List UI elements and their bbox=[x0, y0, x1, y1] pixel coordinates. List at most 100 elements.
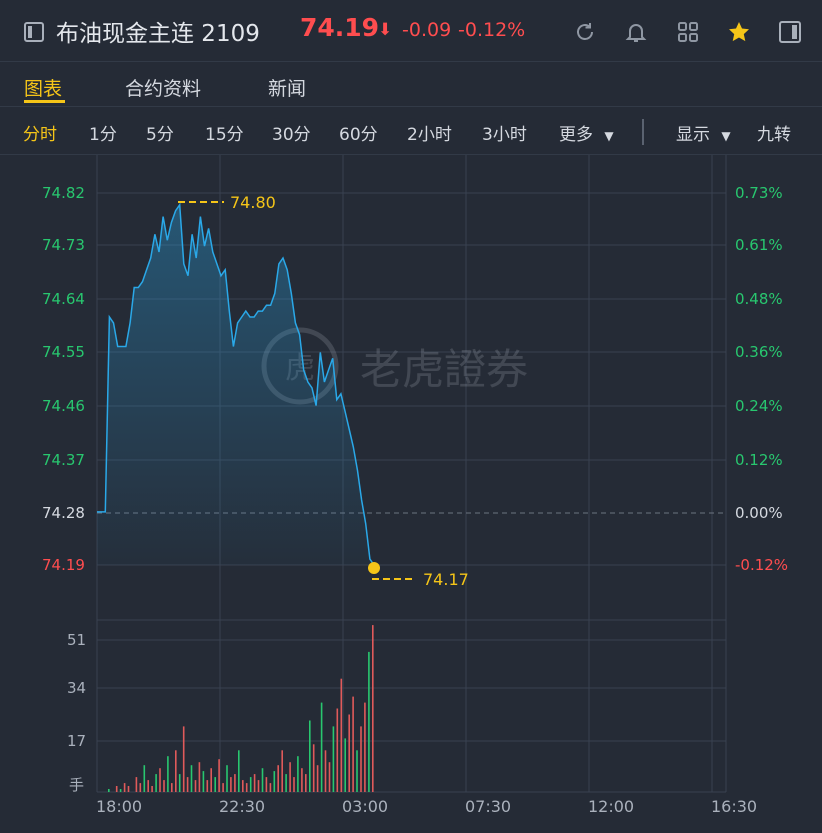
volume-bar bbox=[214, 777, 216, 792]
sidebar-toggle-icon[interactable] bbox=[778, 20, 802, 44]
pct-tick: 0.48% bbox=[735, 290, 783, 308]
volume-bar bbox=[297, 756, 299, 792]
volume-bar bbox=[155, 774, 157, 792]
volume-bar bbox=[198, 762, 201, 792]
bell-icon[interactable] bbox=[624, 20, 648, 44]
price-tick: 74.73 bbox=[42, 236, 85, 254]
volume-bar bbox=[360, 726, 362, 792]
pct-tick: 0.12% bbox=[735, 451, 783, 469]
price-tick: 74.64 bbox=[42, 290, 85, 308]
more-label: 更多 bbox=[559, 125, 593, 145]
volume-tick: 17 bbox=[67, 732, 87, 750]
volume-bar bbox=[186, 777, 189, 792]
volume-bar bbox=[320, 702, 323, 792]
time-tick: 03:00 bbox=[342, 797, 389, 816]
volume-bar bbox=[293, 777, 295, 792]
more-periods-dropdown[interactable]: 更多 ▼ bbox=[559, 120, 614, 145]
volume-bar bbox=[273, 771, 276, 792]
volume-bars bbox=[108, 625, 374, 792]
volume-bar bbox=[348, 714, 350, 792]
volume-bar bbox=[123, 783, 126, 792]
active-tab-indicator bbox=[24, 100, 65, 103]
star-icon[interactable] bbox=[727, 20, 751, 44]
volume-bar bbox=[238, 750, 240, 792]
volume-bar bbox=[332, 726, 335, 792]
volume-bar bbox=[175, 750, 177, 792]
high-price-label: 74.80 bbox=[230, 193, 276, 212]
volume-bar bbox=[269, 783, 272, 792]
down-arrow-icon: ⬇ bbox=[378, 20, 393, 40]
volume-bar bbox=[309, 720, 311, 792]
volume-bar bbox=[245, 783, 248, 792]
period-timeshare[interactable]: 分时 bbox=[23, 125, 57, 145]
pct-tick: 0.73% bbox=[735, 184, 783, 202]
price-tick: 74.19 bbox=[42, 556, 85, 574]
volume-bar bbox=[210, 768, 212, 792]
volume-bar bbox=[182, 726, 185, 792]
tab-news[interactable]: 新闻 bbox=[268, 78, 307, 100]
display-label: 显示 bbox=[676, 125, 710, 145]
period-2h[interactable]: 2小时 bbox=[407, 125, 452, 145]
volume-bar bbox=[171, 783, 173, 792]
chevron-down-icon: ▼ bbox=[604, 129, 614, 143]
volume-bar bbox=[202, 771, 205, 792]
time-tick: 18:00 bbox=[96, 797, 143, 816]
period-1m[interactable]: 1分 bbox=[89, 125, 117, 145]
volume-bar bbox=[218, 759, 220, 792]
volume-tick: 51 bbox=[67, 631, 87, 649]
pct-tick: 0.36% bbox=[735, 343, 783, 361]
volume-bar bbox=[151, 786, 153, 792]
last-price: 74.19 bbox=[300, 13, 380, 42]
time-tick: 12:00 bbox=[588, 797, 635, 816]
volume-bar bbox=[352, 696, 354, 792]
volume-bar bbox=[328, 762, 331, 792]
volume-bar bbox=[190, 765, 193, 792]
volume-bar bbox=[364, 702, 366, 792]
volume-bar bbox=[222, 783, 224, 792]
volume-bar bbox=[340, 678, 343, 792]
volume-bar bbox=[115, 786, 118, 792]
period-5m[interactable]: 5分 bbox=[146, 125, 174, 145]
price-change: -0.09 bbox=[402, 19, 452, 41]
volume-bar bbox=[139, 783, 142, 792]
svg-text:老虎證券: 老虎證券 bbox=[360, 345, 528, 394]
display-dropdown[interactable]: 显示 ▼ bbox=[676, 120, 731, 145]
volume-bar bbox=[234, 774, 236, 792]
price-tick: 74.37 bbox=[42, 451, 85, 469]
volume-bar bbox=[305, 774, 307, 792]
time-tick: 22:30 bbox=[219, 797, 266, 816]
toolbar-divider bbox=[0, 154, 822, 155]
pct-tick: 0.61% bbox=[735, 236, 783, 254]
volume-bar bbox=[135, 777, 138, 792]
price-change-percent: -0.12% bbox=[458, 19, 526, 41]
tab-contract-info[interactable]: 合约资料 bbox=[125, 78, 202, 100]
volume-bar bbox=[147, 780, 149, 792]
chevron-down-icon: ▼ bbox=[721, 129, 731, 143]
price-line bbox=[97, 202, 375, 566]
nine-turn-button[interactable]: 九转 bbox=[757, 125, 791, 145]
volume-bar bbox=[301, 768, 303, 792]
window-toggle-icon[interactable] bbox=[24, 22, 44, 42]
volume-bar bbox=[119, 789, 122, 792]
volume-bar bbox=[257, 780, 260, 792]
volume-bar bbox=[242, 780, 244, 792]
price-tick: 74.28 bbox=[42, 504, 85, 522]
volume-unit-label: 手 bbox=[69, 776, 85, 794]
refresh-icon[interactable] bbox=[573, 20, 597, 44]
tab-chart[interactable]: 图表 bbox=[24, 78, 63, 100]
volume-bar bbox=[316, 765, 319, 792]
price-tick: 74.82 bbox=[42, 184, 85, 202]
period-3h[interactable]: 3小时 bbox=[482, 125, 527, 145]
volume-bar bbox=[143, 765, 146, 792]
period-15m[interactable]: 15分 bbox=[205, 125, 244, 145]
volume-bar bbox=[289, 762, 291, 792]
grid-icon[interactable] bbox=[676, 20, 700, 44]
volume-bar bbox=[206, 780, 209, 792]
volume-bar bbox=[344, 738, 346, 792]
period-30m[interactable]: 30分 bbox=[272, 125, 311, 145]
time-tick: 07:30 bbox=[465, 797, 512, 816]
period-60m[interactable]: 60分 bbox=[339, 125, 378, 145]
tabs-divider bbox=[0, 106, 822, 107]
volume-bar bbox=[281, 750, 283, 792]
